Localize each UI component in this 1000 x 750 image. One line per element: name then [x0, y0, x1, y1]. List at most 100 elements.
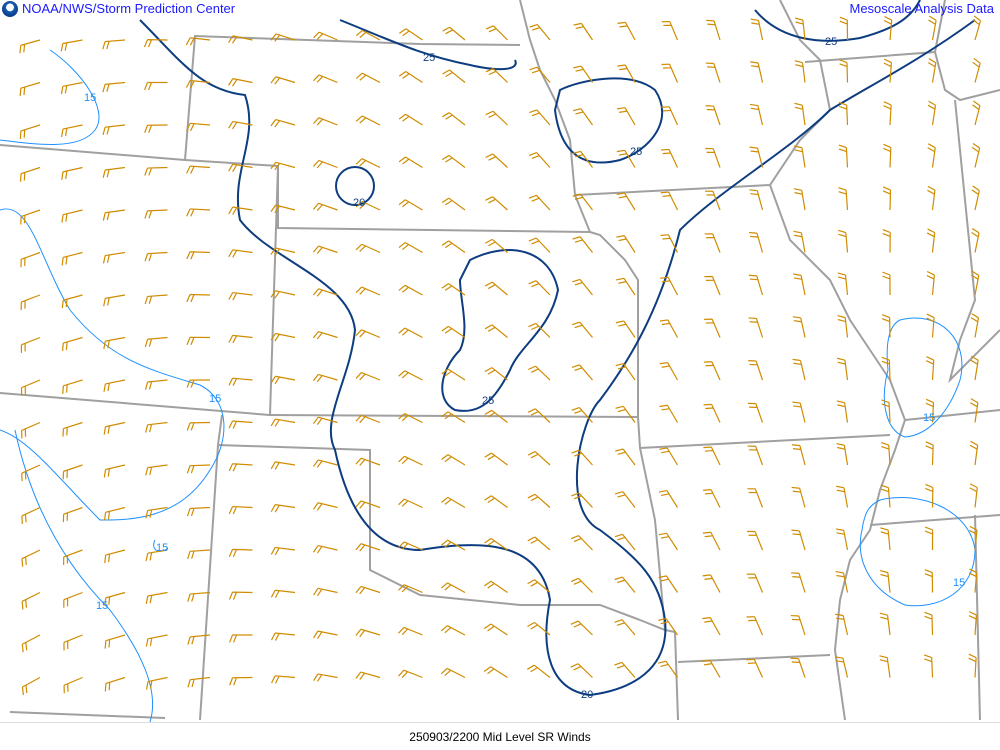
- contour-25: [754, 0, 921, 42]
- wind-barb: [312, 459, 338, 468]
- wind-barb: [661, 106, 679, 126]
- wind-barb: [484, 367, 508, 381]
- wind-barb: [882, 228, 891, 253]
- wind-barb: [270, 332, 296, 342]
- wind-barb: [702, 659, 721, 678]
- wind-barb: [660, 191, 679, 211]
- wind-barb: [441, 496, 466, 509]
- wind-barb: [883, 101, 892, 126]
- wind-map: 15 25 25 25 20 25 15 15 15 15 15 20: [0, 0, 1000, 722]
- wind-barb: [617, 107, 636, 126]
- wind-barb: [270, 504, 296, 513]
- wind-barb: [442, 69, 466, 83]
- wind-barb: [484, 538, 508, 551]
- wind-barb: [969, 440, 979, 466]
- wind-barb: [228, 163, 253, 173]
- wind-barb: [484, 452, 508, 466]
- wind-barb: [145, 634, 168, 647]
- wind-barb: [103, 336, 126, 350]
- wind-barb: [398, 242, 423, 254]
- wind-barb: [571, 321, 593, 338]
- wind-barb: [355, 585, 381, 595]
- wind-barb: [528, 152, 551, 168]
- boundary-line: [869, 514, 1000, 526]
- wind-barb: [570, 620, 593, 636]
- wind-barb: [661, 20, 679, 41]
- wind-barb: [614, 661, 636, 678]
- wind-barb: [145, 506, 168, 519]
- wind-barb: [792, 401, 806, 423]
- wind-barb: [398, 669, 423, 679]
- wind-barb: [312, 159, 338, 169]
- wind-barb: [616, 192, 636, 211]
- wind-barb: [62, 421, 83, 437]
- wind-barb: [313, 544, 338, 554]
- wind-barb: [484, 495, 508, 508]
- wind-barb: [441, 154, 466, 168]
- wind-barb: [313, 74, 338, 84]
- wind-barb: [62, 464, 83, 480]
- wind-barb: [925, 483, 934, 508]
- wind-barb: [835, 570, 849, 593]
- wind-barb: [881, 399, 891, 423]
- wind-barb: [186, 421, 211, 431]
- wind-barb: [972, 15, 982, 41]
- wind-barb: [63, 676, 83, 694]
- contour-label: 15: [156, 542, 168, 554]
- contour-label: 15: [953, 577, 965, 589]
- wind-barb: [839, 16, 849, 41]
- wind-barb: [144, 294, 168, 305]
- wind-barb: [313, 673, 338, 682]
- wind-barb: [398, 113, 423, 126]
- wind-barb: [485, 25, 508, 41]
- wind-barb: [972, 100, 981, 126]
- wind-barb: [399, 28, 423, 41]
- wind-barb: [836, 485, 849, 508]
- wind-barb: [657, 660, 678, 678]
- wind-barb: [572, 193, 593, 211]
- wind-barb: [836, 442, 849, 466]
- wind-barb: [229, 676, 253, 686]
- wind-barb: [838, 187, 849, 211]
- wind-barb: [790, 657, 806, 678]
- wind-barb: [615, 363, 636, 381]
- wind-barb: [923, 654, 934, 678]
- boundary-line: [574, 0, 832, 196]
- wind-barb: [19, 39, 41, 54]
- wind-barb: [270, 161, 296, 171]
- contour-25: [139, 19, 976, 697]
- wind-barb: [793, 273, 806, 296]
- wind-barb: [702, 531, 721, 551]
- wind-barb: [20, 209, 41, 225]
- wind-barb: [19, 166, 41, 182]
- wind-barb: [528, 194, 551, 211]
- wind-barb: [398, 284, 423, 296]
- wind-barb: [21, 506, 41, 524]
- wind-barb: [968, 568, 978, 593]
- wind-barb: [441, 240, 466, 253]
- wind-barb: [186, 251, 211, 260]
- wind-barb: [571, 449, 593, 466]
- wind-barb: [102, 81, 126, 93]
- contour-label: 25: [630, 146, 642, 158]
- wind-barb: [270, 290, 296, 299]
- wind-barb: [925, 398, 935, 423]
- contour-20: [335, 166, 375, 206]
- wind-barb: [355, 543, 381, 552]
- contour-label: 25: [825, 36, 837, 48]
- wind-barb: [355, 72, 381, 84]
- wind-barb: [229, 634, 253, 643]
- wind-barb: [839, 59, 849, 83]
- wind-barb: [527, 451, 551, 466]
- wind-barb: [527, 493, 551, 508]
- wind-barb: [879, 655, 891, 678]
- wind-barb: [660, 234, 679, 253]
- contour-25: [553, 77, 664, 164]
- contour-label: 15: [209, 393, 221, 405]
- wind-barb: [924, 526, 934, 551]
- wind-barb: [790, 614, 806, 636]
- wind-barb: [355, 628, 381, 638]
- contour-label: 25: [423, 52, 435, 64]
- wind-barb: [185, 37, 211, 46]
- wind-barb: [312, 245, 338, 254]
